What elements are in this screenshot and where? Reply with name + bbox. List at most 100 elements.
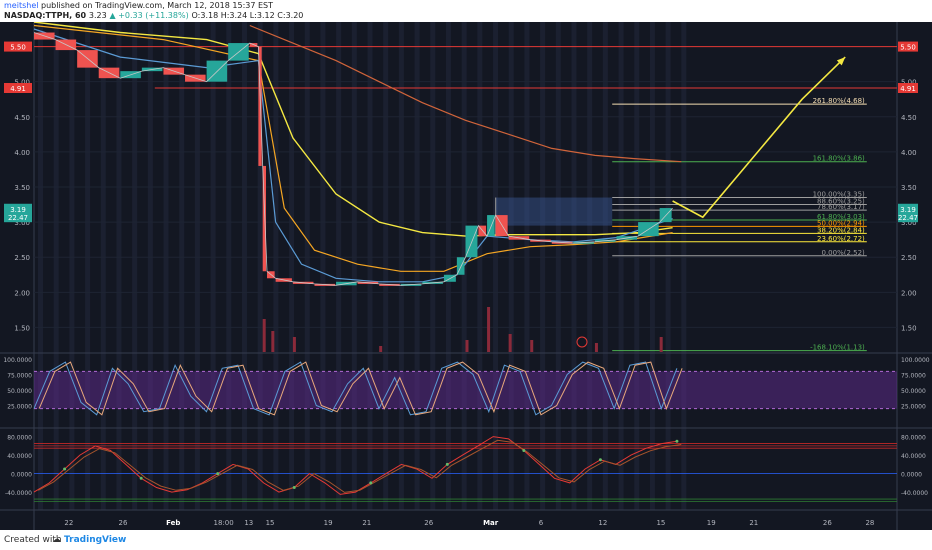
- session-stripe: [351, 22, 357, 510]
- osc-dot: [216, 472, 220, 476]
- session-stripe: [571, 22, 577, 510]
- price-line: [33, 32, 673, 286]
- osc-signal-line: [38, 439, 682, 493]
- osc-tick-left: -40.0000: [5, 490, 32, 497]
- price-tick-right: 2.50: [901, 254, 917, 262]
- stoch-tick-right: 50.0000: [901, 388, 926, 395]
- session-stripe: [555, 22, 561, 510]
- x-tick-label: 22: [64, 519, 73, 527]
- price-label-right: 5.50: [900, 44, 916, 52]
- price-label-left-bg: [4, 83, 32, 93]
- fib-label: 61.80%(3.03): [817, 213, 865, 221]
- earnings-marker-icon: [576, 336, 588, 348]
- session-stripe: [85, 22, 91, 510]
- last-label-left-bg: [4, 212, 32, 223]
- price-candle: [495, 215, 508, 237]
- volume-bar: [487, 307, 491, 352]
- session-stripe: [257, 22, 263, 510]
- price-candle: [258, 46, 262, 166]
- session-stripe: [336, 22, 342, 510]
- x-tick-label: Feb: [166, 519, 180, 527]
- osc-tick-left: 80.0000: [7, 435, 32, 442]
- stoch-tick-left: 25.0000: [7, 404, 32, 411]
- tradingview-brand[interactable]: TradingView: [64, 535, 127, 545]
- stoch-tick-right: 75.0000: [901, 373, 926, 380]
- x-tick-label: 18:00: [214, 519, 234, 527]
- stoch-tick-right: 25.0000: [901, 404, 926, 411]
- stoch-tick-left: 50.0000: [7, 388, 32, 395]
- x-tick-label: 26: [119, 519, 128, 527]
- price-label-left-bg: [4, 41, 32, 52]
- x-tick-label: 26: [823, 519, 832, 527]
- osc-tick-right: 40.0000: [901, 453, 926, 460]
- osc-tick-left: 0.0000: [11, 472, 32, 479]
- session-stripe: [587, 22, 593, 510]
- volume-bar: [271, 331, 275, 352]
- osc-dot: [292, 486, 296, 489]
- session-stripe: [618, 22, 624, 510]
- session-stripe: [69, 22, 75, 510]
- fib-label: 38.20%(2.84): [817, 226, 865, 234]
- session-stripe: [163, 22, 169, 510]
- session-stripe: [493, 22, 499, 510]
- price-tick-left: 1.50: [14, 324, 30, 332]
- price-tick-right: 4.00: [901, 149, 917, 157]
- created-with-label: Created with: [4, 535, 62, 545]
- price-candle: [487, 215, 495, 237]
- session-stripe: [147, 22, 153, 510]
- publish-info: meitshel published on TradingView.com, M…: [4, 1, 273, 10]
- session-stripe: [665, 22, 671, 510]
- price-candle: [456, 257, 465, 275]
- fib-label: 261.80%(4.68): [813, 97, 865, 105]
- x-tick-label: 26: [424, 519, 433, 527]
- fib-label: 161.80%(3.86): [813, 155, 865, 163]
- price-tick-left: 3.00: [14, 219, 30, 227]
- x-tick-label: 15: [266, 519, 275, 527]
- session-stripe: [477, 22, 483, 510]
- osc-dot: [445, 462, 449, 466]
- fib-label: 0.00%(2.52): [821, 249, 865, 257]
- last-label-left-bg: [4, 203, 32, 214]
- volume-bar: [508, 334, 512, 352]
- price-label-right: 4.91: [900, 85, 916, 93]
- price-tick-right: 3.00: [901, 219, 917, 227]
- chart-canvas[interactable]: 1.50 1.50 2.00 2.00 2.50 2.50 3.00 3.00 3.50 3.50…: [0, 21, 932, 530]
- flag-pattern-box: [495, 197, 613, 226]
- x-tick-label: 21: [362, 519, 371, 527]
- projection-arrow: [672, 56, 846, 219]
- tradingview-logo-icon: ☁: [52, 535, 61, 545]
- x-tick-label: 19: [707, 519, 716, 527]
- volume-bar: [594, 343, 598, 352]
- ma-yellow-line: [33, 21, 673, 237]
- session-stripe: [273, 22, 279, 510]
- x-tick-label: 12: [598, 519, 607, 527]
- session-stripe: [445, 22, 451, 510]
- osc-dot: [598, 458, 602, 462]
- chart-header: meitshel published on TradingView.com, M…: [0, 0, 932, 22]
- price-tick-left: 4.50: [14, 114, 30, 122]
- volume-bar: [379, 346, 383, 352]
- stoch-tick-right: 100.0000: [901, 357, 930, 364]
- price-tick-left: 2.50: [14, 254, 30, 262]
- author-name[interactable]: meitshel: [4, 1, 39, 10]
- session-stripe: [383, 22, 389, 510]
- stoch-tick-left: 100.0000: [3, 357, 32, 364]
- stoch-k-line: [33, 361, 678, 416]
- stoch-tick-left: 75.0000: [7, 373, 32, 380]
- chart-area[interactable]: 1.50 1.50 2.00 2.00 2.50 2.50 3.00 3.00 3.50 3.50…: [0, 21, 932, 530]
- ohlc-values: O:3.18 H:3.24 L:3.12 C:3.20: [191, 11, 304, 20]
- session-stripe: [241, 22, 247, 510]
- price-label-right-bg: [898, 41, 918, 52]
- session-stripe: [38, 22, 43, 510]
- session-stripe: [100, 22, 106, 510]
- publish-date: published on TradingView.com, March 12, …: [41, 1, 274, 10]
- price-label-left: 5.50: [10, 44, 26, 52]
- session-stripe: [132, 22, 138, 510]
- price-tick-left: 4.00: [14, 149, 30, 157]
- session-stripe: [53, 22, 59, 510]
- session-stripe: [116, 22, 122, 510]
- last-price: 3.23: [88, 11, 107, 20]
- session-stripe: [210, 22, 216, 510]
- price-tick-left: 3.50: [14, 184, 30, 192]
- fib-label: 78.60%(3.17): [817, 203, 865, 211]
